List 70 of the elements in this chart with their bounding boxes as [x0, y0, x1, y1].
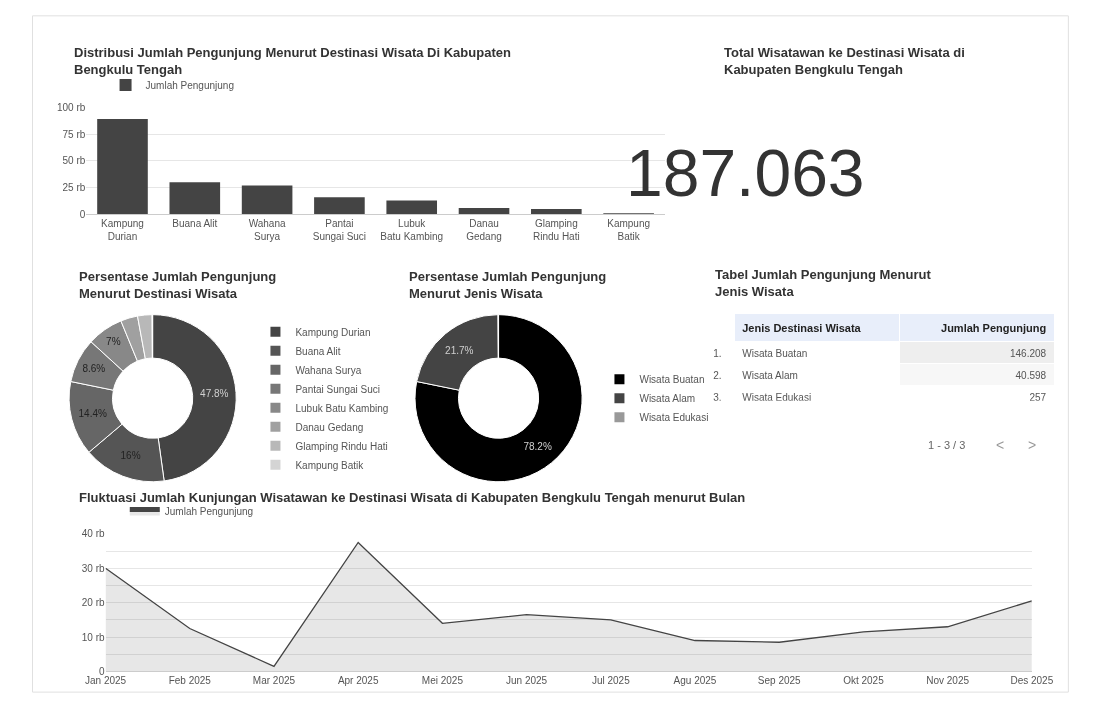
- text: 1 - 3 / 3: [928, 439, 966, 451]
- x-tick-label: Jan 2025: [84, 675, 127, 687]
- x-tick-label: Feb 2025: [168, 675, 212, 687]
- legend-label: Jumlah Pengunjung: [145, 79, 234, 91]
- x-tick-label: Danau Gedang: [466, 218, 502, 243]
- x-tick-label: Glamping Rindu Hati: [532, 218, 580, 243]
- legend-label: Buana Alit: [295, 345, 341, 357]
- chart-title: Persentase Jumlah Pengunjung Menurut Jenis Wisata: [409, 269, 607, 301]
- legend-label: Lubuk Batu Kambing: [295, 402, 389, 414]
- data-label: 14.4%: [78, 408, 107, 420]
- category-label: Wisata Buatan: [742, 348, 808, 360]
- legend-label: Glamping Rindu Hati: [295, 440, 388, 452]
- y-tick-label: 30 rb: [81, 562, 105, 574]
- x-tick-label: Apr 2025: [337, 675, 379, 687]
- x-tick-label: Mar 2025: [252, 675, 296, 687]
- y-tick-label: 40 rb: [81, 528, 105, 540]
- data-label: 21.7%: [445, 344, 474, 356]
- y-tick-label: 0: [79, 208, 86, 220]
- x-tick-label: Wahana Surya: [248, 218, 286, 243]
- y-tick-label: 25 rb: [62, 182, 86, 194]
- y-tick-label: 20 rb: [81, 597, 105, 609]
- x-tick-label: Kampung Durian: [101, 218, 144, 243]
- legend-label: Jumlah Pengunjung: [164, 506, 254, 518]
- x-tick-label: Mei 2025: [421, 675, 464, 687]
- y-tick-label: 10 rb: [81, 631, 105, 643]
- text: 3.: [713, 392, 722, 404]
- x-tick-label: Okt 2025: [843, 675, 885, 687]
- y-tick-label: 100 rb: [56, 101, 86, 113]
- x-tick-label: Lubuk Batu Kambing: [380, 218, 444, 243]
- category-label: Wisata Alam: [742, 370, 798, 382]
- text: Tabel Jumlah Pengunjung Menurut Jenis Wisata: [715, 267, 932, 299]
- x-tick-label: Agu 2025: [673, 675, 717, 687]
- text: >: [1028, 437, 1037, 453]
- y-tick-label: 50 rb: [62, 155, 86, 167]
- legend-label: Wisata Edukasi: [639, 412, 709, 424]
- x-tick-label: Jul 2025: [591, 675, 631, 687]
- y-tick-label: 75 rb: [62, 128, 86, 140]
- data-label: 8.6%: [82, 362, 106, 374]
- y-tick-label: 0: [98, 665, 105, 677]
- x-tick-label: Des 2025: [1010, 675, 1054, 687]
- data-label: 78.2%: [523, 440, 552, 452]
- text: 1.: [713, 348, 722, 360]
- text: 2.: [713, 370, 722, 382]
- text: Jenis Destinasi Wisata: [742, 321, 862, 334]
- x-tick-label: Buana Alit: [172, 218, 218, 230]
- text: 146.208: [1009, 348, 1047, 360]
- x-tick-label: Sep 2025: [757, 675, 802, 687]
- text: 257: [1029, 392, 1047, 404]
- chart-title: Persentase Jumlah Pengunjung Menurut Destinasi Wisata: [79, 269, 277, 301]
- annotation: 187.063: [626, 136, 865, 210]
- text: Jumlah Pengunjung: [941, 321, 1047, 334]
- legend-label: Wisata Buatan: [639, 374, 705, 386]
- legend-label: Kampung Batik: [295, 459, 365, 471]
- x-tick-label: Pantai Sungai Suci: [312, 218, 367, 243]
- legend-label: Kampung Durian: [295, 326, 371, 338]
- chart-title: Fluktuasi Jumlah Kunjungan Wisatawan ke Destinasi Wisata di Kabupaten Bengkulu Tengah menurut Bulan: [79, 490, 746, 505]
- x-tick-label: Jun 2025: [506, 675, 548, 687]
- legend-label: Danau Gedang: [295, 421, 364, 433]
- text: Total Wisatawan ke Destinasi Wisata di Kabupaten Bengkulu Tengah: [724, 45, 965, 77]
- legend-label: Wahana Surya: [295, 364, 362, 376]
- data-label: 47.8%: [200, 388, 229, 400]
- chart-title: Distribusi Jumlah Pengunjung Menurut Destinasi Wisata Di Kabupaten Bengkulu Tengah: [74, 45, 511, 77]
- text: <: [996, 437, 1005, 453]
- x-tick-label: Kampung Batik: [607, 218, 651, 243]
- legend-label: Pantai Sungai Suci: [295, 383, 380, 395]
- text: 40.598: [1015, 370, 1047, 382]
- x-tick-label: Nov 2025: [926, 675, 970, 687]
- category-label: Wisata Edukasi: [742, 392, 812, 404]
- data-label: 7%: [106, 336, 121, 348]
- legend-label: Wisata Alam: [639, 393, 696, 405]
